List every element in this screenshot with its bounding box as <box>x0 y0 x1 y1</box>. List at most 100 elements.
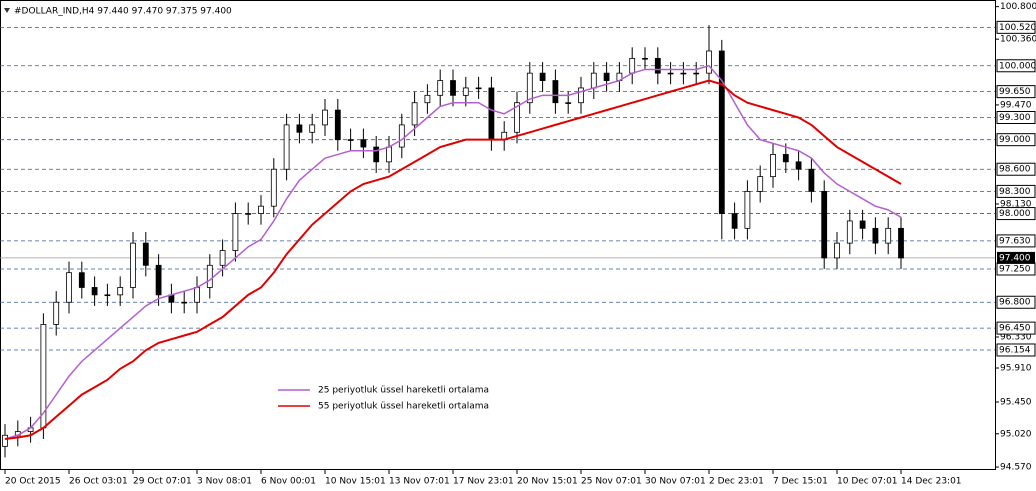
candle-body <box>142 242 149 266</box>
level-box <box>996 133 1036 147</box>
y-tick-label: 95.450 <box>1000 398 1032 408</box>
candle-body <box>680 72 687 75</box>
level-box <box>996 295 1036 309</box>
candle-body <box>91 287 98 296</box>
level-label: 96.450 <box>999 324 1031 334</box>
candle-body <box>450 80 456 96</box>
candle-body <box>834 242 840 259</box>
candle-body <box>693 72 700 75</box>
level-label: 99.000 <box>999 135 1031 145</box>
candle-body <box>283 124 290 170</box>
y-tick-label: 95.020 <box>1000 429 1032 439</box>
candle-body <box>219 250 226 266</box>
x-tick-label: 10 Nov 15:01 <box>325 477 386 487</box>
candle-body <box>347 139 354 141</box>
x-tick-label: 14 Dec 23:01 <box>901 477 962 487</box>
level-label: 100.000 <box>999 61 1036 71</box>
candle-body <box>718 50 725 214</box>
x-tick-label: 6 Nov 00:01 <box>261 477 316 487</box>
candle-body <box>104 294 111 297</box>
candle-body <box>603 72 610 81</box>
level-box <box>996 207 1036 221</box>
y-tick-label: 98.130 <box>1000 199 1032 209</box>
candle-body <box>526 72 533 104</box>
legend-label: 55 periyotluk üssel hareketli ortalama <box>318 402 489 412</box>
candle-body <box>590 72 597 89</box>
x-tick-label: 2 Dec 23:01 <box>709 477 764 487</box>
title-icon <box>4 8 10 13</box>
candle-body <box>744 190 751 229</box>
plot-frame <box>0 0 996 470</box>
candle-body <box>462 87 469 96</box>
candle-body <box>846 220 853 244</box>
candle-body <box>552 80 559 104</box>
y-tick-label: 95.910 <box>1000 364 1032 374</box>
candle-body <box>488 87 495 141</box>
y-tick-label: 96.330 <box>1000 332 1032 342</box>
candle-body <box>258 205 264 214</box>
candle-body <box>872 227 879 244</box>
level-box <box>996 343 1036 357</box>
candle-body <box>2 434 8 447</box>
candle-body <box>398 124 405 148</box>
candle-body <box>386 146 392 163</box>
candle-body <box>296 124 303 133</box>
level-label: 96.800 <box>999 298 1031 308</box>
candle-body <box>360 139 367 148</box>
x-tick-label: 20 Nov 15:01 <box>517 477 578 487</box>
candle-body <box>808 168 815 192</box>
candle-body <box>78 272 85 288</box>
candle-body <box>270 168 277 207</box>
level-label: 98.000 <box>999 209 1031 219</box>
candle-body <box>181 301 188 304</box>
level-label: 99.650 <box>999 87 1031 97</box>
candle-body <box>322 109 328 126</box>
moving-average <box>4 64 902 440</box>
candle-body <box>130 242 136 288</box>
legend-label: 25 periyotluk üssel hareketli ortalama <box>318 386 489 396</box>
candle-body <box>821 190 828 259</box>
candle-body <box>642 57 648 60</box>
x-tick-label: 25 Nov 07:01 <box>581 477 642 487</box>
level-box <box>996 321 1036 335</box>
candle-body <box>770 154 776 178</box>
level-box <box>996 20 1036 34</box>
y-tick-label: 94.570 <box>1000 463 1032 473</box>
candle-body <box>117 287 124 296</box>
level-box <box>996 184 1036 198</box>
candle-body <box>859 220 866 229</box>
y-tick-label: 99.470 <box>1000 100 1032 110</box>
y-tick-label: 100.360 <box>1000 35 1036 45</box>
price-box <box>997 251 1035 264</box>
x-tick-label: 29 Oct 07:01 <box>133 477 192 487</box>
level-box <box>996 111 1036 124</box>
candle-body <box>731 213 738 229</box>
x-tick-label: 30 Nov 07:01 <box>645 477 706 487</box>
chart-title: #DOLLAR_IND,H4 97.440 97.470 97.375 97.4… <box>14 7 232 17</box>
level-label: 98.300 <box>999 187 1031 197</box>
level-box <box>996 162 1036 176</box>
level-label: 100.520 <box>999 23 1036 33</box>
candle-body <box>475 87 482 90</box>
candle-body <box>565 102 572 104</box>
level-box <box>996 59 1036 73</box>
level-label: 97.250 <box>999 264 1031 274</box>
candle-body <box>206 264 213 288</box>
level-box <box>996 234 1036 248</box>
candle-body <box>437 80 444 96</box>
price-label: 97.400 <box>999 253 1031 263</box>
y-tick-label: 100.800 <box>1000 2 1036 12</box>
x-tick-label: 10 Dec 07:01 <box>837 477 898 487</box>
candle-body <box>667 72 674 75</box>
moving-average <box>4 79 902 440</box>
level-label: 98.600 <box>999 165 1031 175</box>
candle-body <box>782 154 789 163</box>
candle-body <box>309 124 316 133</box>
candle-body <box>757 176 764 192</box>
x-tick-label: 13 Nov 07:01 <box>389 477 450 487</box>
level-label: 96.154 <box>999 345 1031 355</box>
level-label: 99.300 <box>999 113 1031 123</box>
x-tick-label: 20 Oct 2015 <box>5 477 61 487</box>
candle-body <box>232 213 239 251</box>
